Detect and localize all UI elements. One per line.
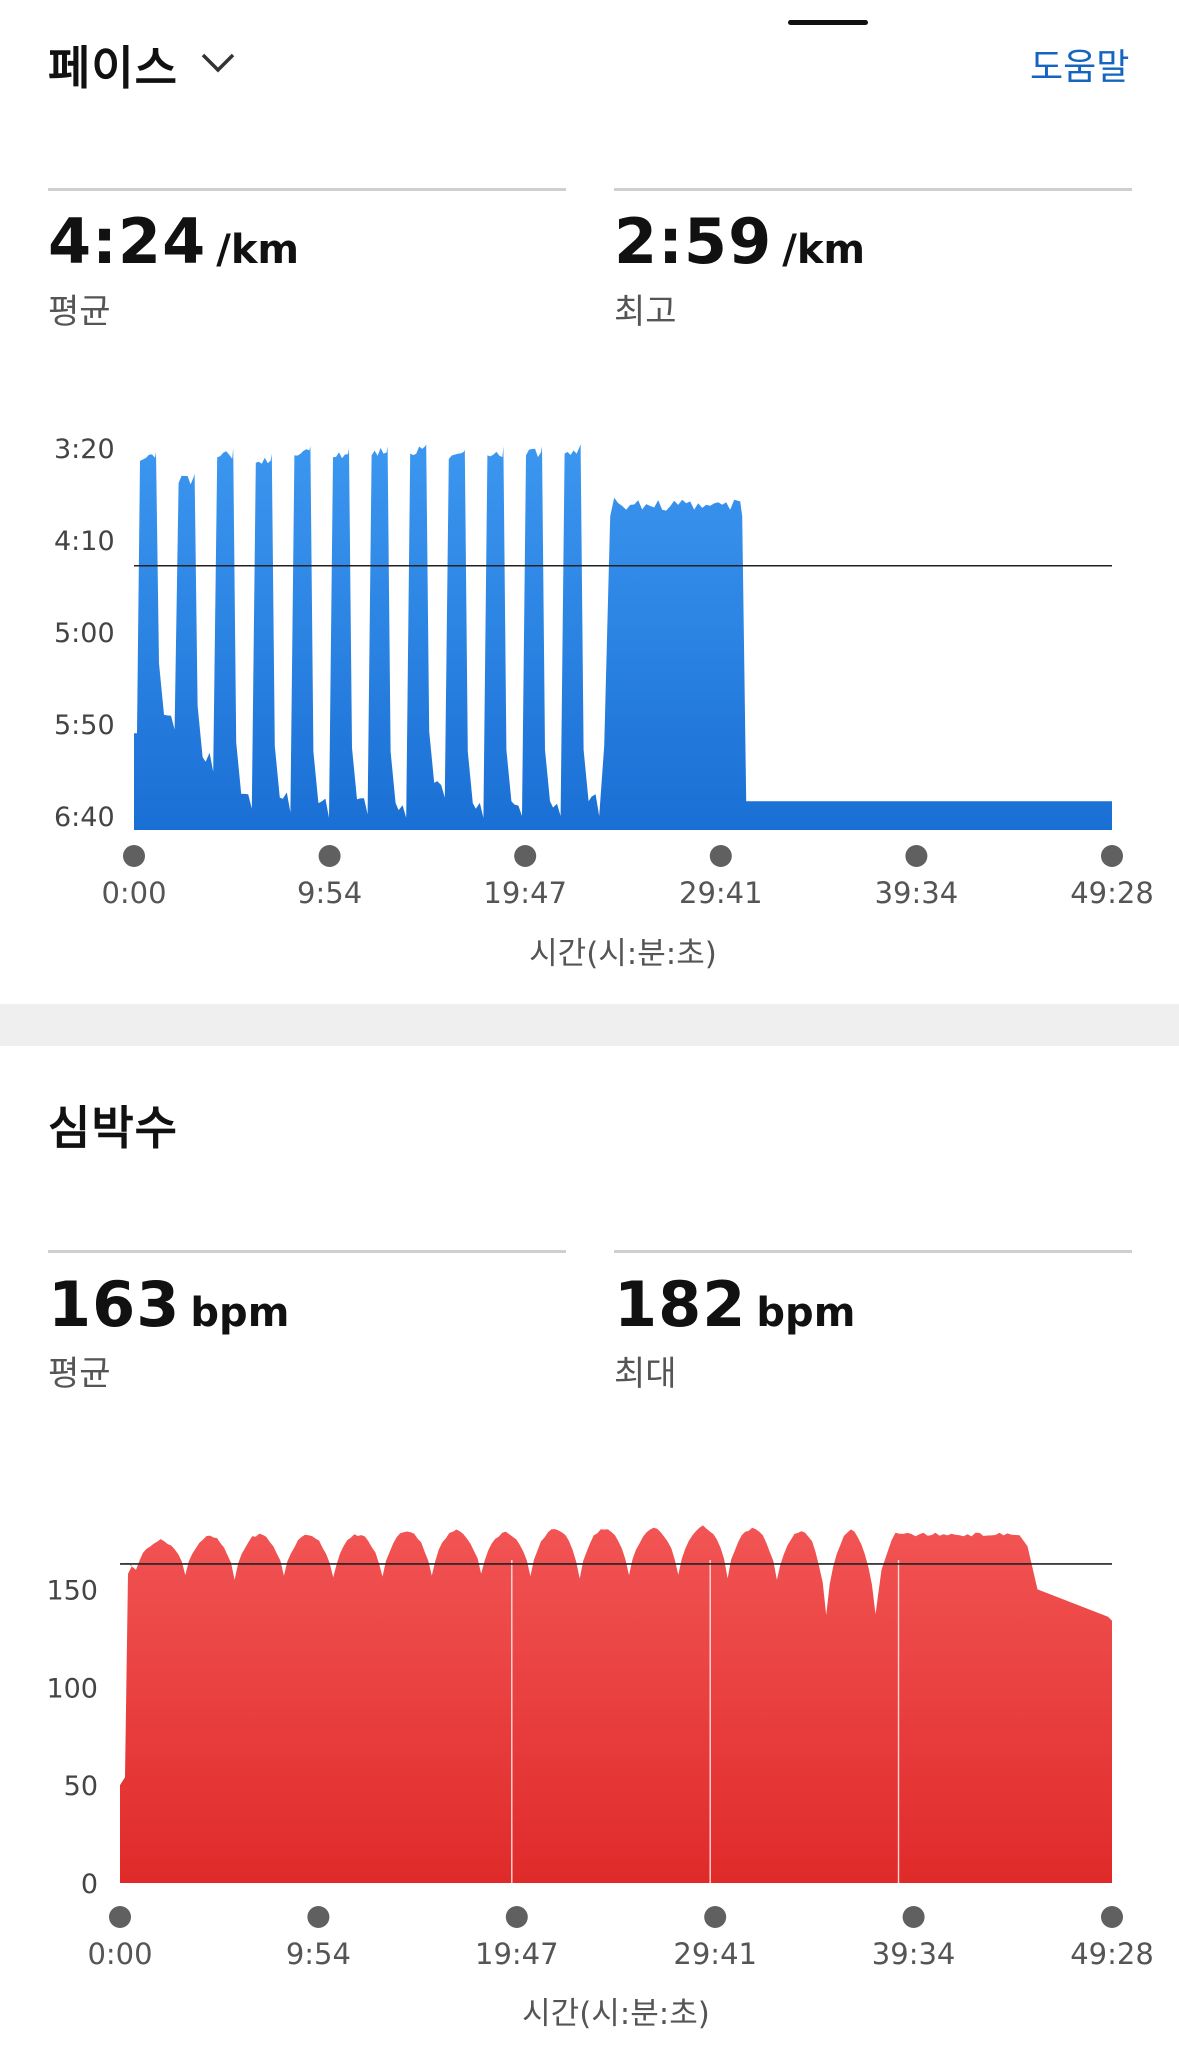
pace-x-tick-dot — [1101, 845, 1123, 867]
pace-average-stat: 4:24/km — [48, 205, 299, 278]
divider — [48, 1250, 566, 1253]
heart-x-tick-label: 29:41 — [673, 1937, 757, 1971]
heart-average-value: 163 — [48, 1268, 181, 1341]
heart-average-unit: bpm — [190, 1290, 290, 1336]
pace-y-tick-label: 4:10 — [54, 526, 115, 557]
heart-x-tick-label: 0:00 — [87, 1937, 152, 1971]
pace-y-tick-label: 5:00 — [54, 618, 115, 649]
pace-section-title: 페이스 — [48, 41, 178, 95]
help-link[interactable]: 도움말 — [1030, 47, 1130, 88]
heart-x-tick-dot — [902, 1906, 925, 1928]
heart-max-label: 최대 — [614, 1354, 677, 1394]
pace-x-tick-label: 0:00 — [101, 876, 166, 910]
heart-y-tick-label: 50 — [64, 1771, 98, 1802]
pace-x-tick-dot — [318, 845, 341, 867]
section-separator — [0, 1004, 1179, 1046]
pace-average-value: 4:24 — [48, 205, 207, 278]
pace-chart: 3:20 4:10 5:00 5:50 6:40 0:00 9:54 19:47 29:41 39… — [54, 434, 1154, 972]
heart-x-tick-dot — [307, 1906, 330, 1928]
pace-x-tick-dot — [514, 845, 537, 867]
pace-y-tick-label: 6:40 — [54, 802, 115, 833]
pace-average-unit: /km — [216, 227, 300, 273]
heart-x-tick-label: 9:54 — [286, 1937, 351, 1971]
heart-average-stat: 163 bpm — [48, 1268, 289, 1341]
pace-y-tick-label: 5:50 — [54, 710, 115, 741]
heart-y-tick-label: 100 — [46, 1673, 98, 1704]
heart-x-tick-dot — [1101, 1906, 1123, 1928]
pace-best-unit: /km — [782, 227, 866, 273]
pace-x-tick-dot — [709, 845, 732, 867]
heart-x-tick-dot — [109, 1906, 131, 1928]
heart-rate-chart: 150 100 50 0 0:00 9:54 19:47 29:41 39:34 49:28 시간(… — [46, 1525, 1154, 2032]
heart-x-tick-dot — [505, 1906, 528, 1928]
pace-best-label: 최고 — [614, 292, 677, 332]
pace-x-tick-label: 29:41 — [679, 876, 763, 910]
drag-handle[interactable] — [788, 20, 868, 25]
heart-max-value: 182 — [614, 1268, 747, 1341]
pace-x-axis-title: 시간(시:분:초) — [529, 936, 717, 972]
pace-x-tick-label: 19:47 — [483, 876, 567, 910]
heart-section-title: 심박수 — [48, 1101, 178, 1155]
pace-best-value: 2:59 — [614, 205, 773, 278]
pace-x-tick-dot — [123, 845, 145, 867]
heart-y-tick-label: 0 — [81, 1869, 98, 1900]
heart-area-series — [120, 1525, 1112, 1883]
divider — [48, 188, 566, 191]
divider — [614, 188, 1132, 191]
heart-y-tick-label: 150 — [46, 1575, 98, 1606]
heart-average-label: 평균 — [48, 1354, 111, 1394]
chevron-down-icon[interactable] — [200, 52, 236, 74]
divider — [614, 1250, 1132, 1253]
pace-y-tick-label: 3:20 — [54, 434, 115, 465]
pace-x-tick-label: 9:54 — [297, 876, 362, 910]
heart-x-tick-label: 39:34 — [872, 1937, 956, 1971]
heart-max-unit: bpm — [756, 1290, 856, 1336]
heart-x-tick-dot — [704, 1906, 727, 1928]
heart-x-tick-label: 49:28 — [1070, 1937, 1154, 1971]
pace-area-series — [134, 444, 1112, 830]
heart-x-axis-title: 시간(시:분:초) — [522, 1996, 710, 2032]
pace-average-label: 평균 — [48, 292, 111, 332]
pace-x-tick-label: 49:28 — [1070, 876, 1154, 910]
heart-max-stat: 182 bpm — [614, 1268, 855, 1341]
pace-best-stat: 2:59/km — [614, 205, 865, 278]
heart-x-tick-label: 19:47 — [475, 1937, 559, 1971]
pace-x-tick-label: 39:34 — [875, 876, 959, 910]
pace-x-tick-dot — [905, 845, 928, 867]
